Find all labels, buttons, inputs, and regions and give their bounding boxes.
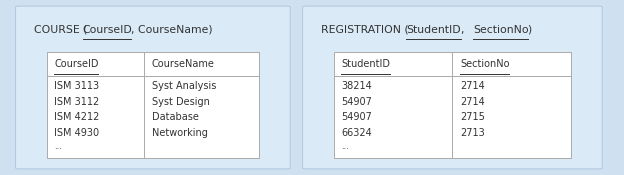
Text: 2714: 2714 [460,81,485,91]
Text: COURSE (: COURSE ( [34,25,88,35]
Text: 2715: 2715 [460,112,485,122]
Text: ISM 3113: ISM 3113 [54,81,99,91]
Text: Networking: Networking [152,128,208,138]
Text: CourseID: CourseID [54,59,99,69]
Text: 66324: 66324 [341,128,372,138]
Text: 38214: 38214 [341,81,372,91]
Text: SectionNo: SectionNo [473,25,529,35]
Text: REGISTRATION (: REGISTRATION ( [321,25,409,35]
Text: CourseName: CourseName [152,59,215,69]
Text: ISM 4930: ISM 4930 [54,128,99,138]
Text: 2714: 2714 [460,97,485,107]
Text: ): ) [528,25,532,35]
FancyBboxPatch shape [303,6,602,169]
Text: ISM 4212: ISM 4212 [54,112,100,122]
Text: ISM 3112: ISM 3112 [54,97,100,107]
Text: ...: ... [341,142,349,151]
FancyBboxPatch shape [47,52,259,158]
Text: , CourseName): , CourseName) [132,25,213,35]
Text: ,: , [461,25,468,35]
Text: SectionNo: SectionNo [460,59,509,69]
Text: Syst Analysis: Syst Analysis [152,81,217,91]
Text: 2713: 2713 [460,128,485,138]
Text: Syst Design: Syst Design [152,97,210,107]
FancyBboxPatch shape [334,52,571,158]
Text: StudentID: StudentID [341,59,391,69]
Text: Database: Database [152,112,199,122]
FancyBboxPatch shape [16,6,290,169]
Text: StudentID: StudentID [406,25,461,35]
Text: 54907: 54907 [341,97,372,107]
Text: 54907: 54907 [341,112,372,122]
Text: ...: ... [54,142,62,151]
Text: CourseID: CourseID [83,25,133,35]
